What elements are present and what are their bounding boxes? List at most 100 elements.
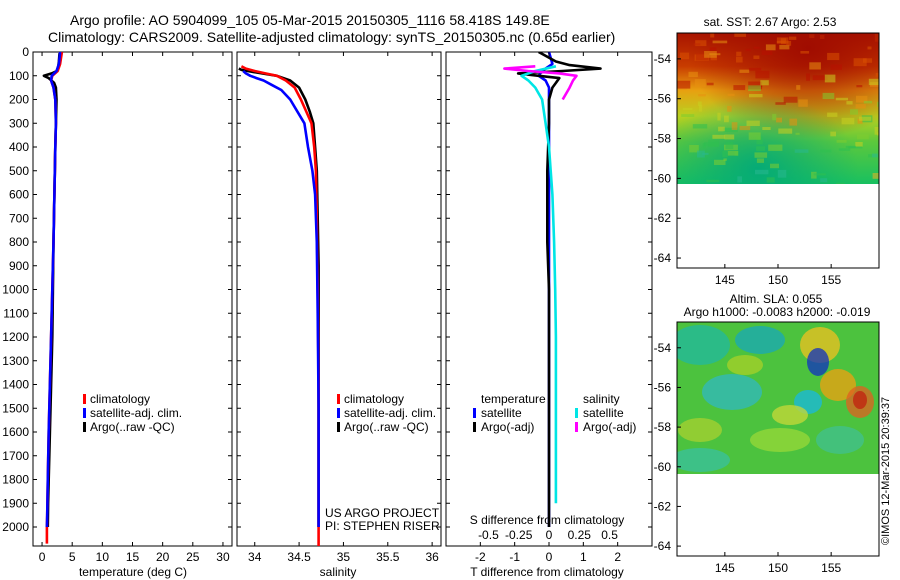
legend-swatch-satellite bbox=[83, 408, 86, 418]
depth-tick-label: 500 bbox=[9, 164, 29, 178]
difference-series-1 bbox=[516, 52, 602, 527]
sst-texture-cell bbox=[756, 136, 763, 145]
legend-swatch-climatology bbox=[83, 394, 86, 404]
legend-swatch-satellite bbox=[337, 408, 340, 418]
map-lon-label: 145 bbox=[715, 273, 735, 287]
sst-texture-cell bbox=[809, 34, 815, 38]
sst-texture-cell bbox=[777, 169, 787, 178]
sst-texture-cell bbox=[699, 105, 703, 112]
difference-xlabel: T difference from climatology bbox=[470, 565, 624, 579]
sst-texture-cell bbox=[756, 146, 766, 151]
depth-tick-label: 2000 bbox=[2, 520, 29, 534]
sst-texture-cell bbox=[688, 71, 698, 77]
sst-texture-cell bbox=[838, 148, 851, 151]
sst-texture-cell bbox=[737, 176, 742, 183]
sla-map-title: Altim. SLA: 0.055 bbox=[730, 292, 823, 306]
sst-texture-cell bbox=[693, 43, 701, 46]
legend-label-argo: Argo(..raw -QC) bbox=[90, 420, 175, 434]
sst-texture-cell bbox=[706, 82, 714, 86]
sst-texture-cell bbox=[698, 94, 706, 97]
depth-tick-label: 100 bbox=[9, 69, 29, 83]
depth-tick-label: 200 bbox=[9, 93, 29, 107]
temperature-xtick-label: 10 bbox=[96, 550, 110, 564]
s-difference-tick-label: 0 bbox=[546, 528, 553, 542]
sst-texture-cell bbox=[702, 152, 709, 155]
sla-anomaly-blob bbox=[678, 418, 722, 442]
map-lon-label: 155 bbox=[821, 561, 841, 575]
map-lat-label: -56 bbox=[654, 380, 672, 394]
difference-legend-temperature: temperature satellite Argo(-adj) bbox=[473, 392, 546, 434]
map-lon-label: 155 bbox=[821, 273, 841, 287]
sla-heatmap bbox=[677, 322, 879, 474]
s-difference-tick-label: 0.25 bbox=[568, 528, 592, 542]
sst-texture-cell bbox=[696, 53, 708, 61]
sst-texture-cell bbox=[761, 50, 773, 55]
temperature-xtick-label: 20 bbox=[156, 550, 170, 564]
sst-map-title: sat. SST: 2.67 Argo: 2.53 bbox=[704, 15, 837, 29]
map-lat-label: -58 bbox=[654, 420, 672, 434]
sst-texture-cell bbox=[863, 100, 873, 104]
sst-texture-cell bbox=[756, 158, 764, 163]
profile-title: Argo profile: AO 5904099_105 05-Mar-2015… bbox=[70, 12, 550, 28]
sst-texture-cell bbox=[692, 124, 708, 129]
temperature-xtick-label: 0 bbox=[39, 550, 46, 564]
project-annotation: US ARGO PROJECT bbox=[325, 506, 440, 520]
legend-swatch-t-satellite bbox=[473, 408, 476, 418]
salinity-plot-area bbox=[238, 65, 320, 546]
depth-tick-label: 1000 bbox=[2, 283, 29, 297]
s-difference-tick-label: 0.5 bbox=[601, 528, 618, 542]
s-difference-tick-label: -0.25 bbox=[505, 528, 533, 542]
depth-tick-label: 1500 bbox=[2, 401, 29, 415]
sst-texture-cell bbox=[857, 118, 863, 124]
sst-texture-cell bbox=[795, 132, 800, 135]
sst-texture-cell bbox=[800, 51, 810, 54]
sst-texture-cell bbox=[853, 58, 867, 67]
sla-anomaly-blob bbox=[807, 348, 829, 376]
map-lat-label: -54 bbox=[654, 52, 672, 66]
legend-label-s-argo: Argo(-adj) bbox=[583, 420, 636, 434]
sst-texture-cell bbox=[824, 74, 836, 83]
legend-label-t-satellite: satellite bbox=[481, 406, 522, 420]
sla-anomaly-blob bbox=[750, 428, 810, 452]
temperature-legend: climatology satellite-adj. clim. Argo(..… bbox=[83, 392, 182, 434]
map-lon-label: 145 bbox=[715, 561, 735, 575]
salinity-xtick-label: 34.5 bbox=[287, 550, 311, 564]
s-difference-tick-label: -0.5 bbox=[478, 528, 499, 542]
sla-anomaly-blob bbox=[735, 326, 785, 354]
sst-texture-cell bbox=[822, 92, 835, 100]
sst-texture-cell bbox=[677, 80, 691, 89]
sst-texture-cell bbox=[776, 117, 782, 123]
sla-anomaly-blob bbox=[677, 448, 730, 472]
profile-axes: 0100200300400500600700800900100011001200… bbox=[2, 45, 652, 564]
climatology-subtitle: Climatology: CARS2009. Satellite-adjuste… bbox=[48, 29, 616, 45]
difference-xtick-label: 0 bbox=[546, 550, 553, 564]
sst-texture-cell bbox=[725, 142, 734, 150]
difference-xtick-label: 2 bbox=[614, 550, 621, 564]
sst-texture-cell bbox=[846, 101, 853, 105]
sst-map-nodata bbox=[677, 184, 879, 268]
sst-heatmap bbox=[677, 33, 879, 184]
sst-texture-cell bbox=[718, 126, 725, 132]
sst-texture-cell bbox=[680, 52, 690, 60]
sst-texture-cell bbox=[806, 73, 810, 81]
depth-tick-label: 1100 bbox=[3, 306, 29, 320]
sst-texture-cell bbox=[836, 139, 847, 143]
sst-texture-cell bbox=[733, 85, 746, 91]
sst-texture-cell bbox=[809, 62, 821, 70]
temperature-xtick-label: 5 bbox=[69, 550, 76, 564]
sst-texture-cell bbox=[706, 179, 720, 183]
sst-texture-cell bbox=[874, 33, 879, 42]
sst-texture-cell bbox=[836, 182, 845, 184]
sst-texture-cell bbox=[783, 96, 798, 103]
map-lat-label: -60 bbox=[654, 460, 672, 474]
difference-series-2 bbox=[520, 65, 558, 504]
sst-texture-cell bbox=[727, 93, 735, 96]
sst-texture-cell bbox=[772, 113, 777, 121]
depth-tick-label: 1200 bbox=[2, 330, 29, 344]
depth-tick-label: 400 bbox=[9, 140, 29, 154]
sst-texture-cell bbox=[722, 150, 728, 158]
sla-anomaly-blob bbox=[772, 405, 808, 425]
temperature-xtick-label: 25 bbox=[186, 550, 200, 564]
sst-texture-cell bbox=[855, 142, 863, 147]
